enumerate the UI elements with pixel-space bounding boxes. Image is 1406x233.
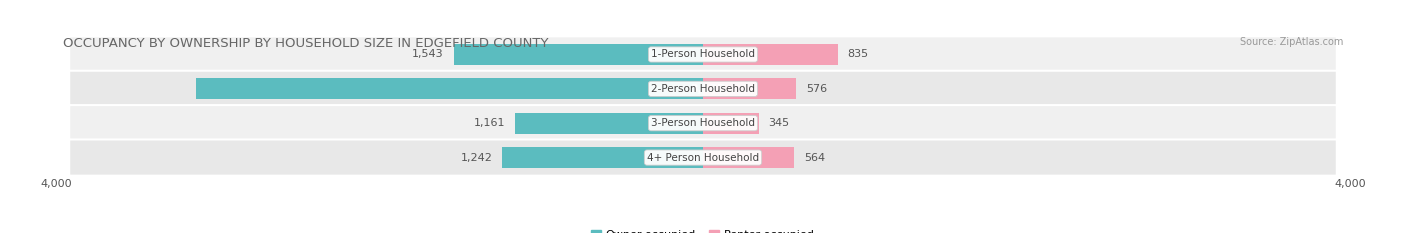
Text: 835: 835 xyxy=(848,49,869,59)
FancyBboxPatch shape xyxy=(69,71,1337,107)
Text: 576: 576 xyxy=(806,84,827,94)
Text: 3,137: 3,137 xyxy=(690,84,725,94)
Text: 1,242: 1,242 xyxy=(461,153,492,163)
Bar xyxy=(703,44,838,65)
Text: OCCUPANCY BY OWNERSHIP BY HOUSEHOLD SIZE IN EDGEFIELD COUNTY: OCCUPANCY BY OWNERSHIP BY HOUSEHOLD SIZE… xyxy=(63,37,548,50)
Bar xyxy=(502,147,703,168)
Bar xyxy=(195,78,703,99)
FancyBboxPatch shape xyxy=(69,105,1337,141)
Text: 1,161: 1,161 xyxy=(474,118,506,128)
Bar xyxy=(703,113,759,134)
Text: 345: 345 xyxy=(769,118,790,128)
FancyBboxPatch shape xyxy=(69,36,1337,72)
Legend: Owner-occupied, Renter-occupied: Owner-occupied, Renter-occupied xyxy=(586,226,820,233)
Bar xyxy=(703,147,794,168)
Bar xyxy=(454,44,703,65)
FancyBboxPatch shape xyxy=(69,140,1337,176)
Text: 3-Person Household: 3-Person Household xyxy=(651,118,755,128)
Text: Source: ZipAtlas.com: Source: ZipAtlas.com xyxy=(1240,37,1343,47)
Text: 2-Person Household: 2-Person Household xyxy=(651,84,755,94)
Text: 1,543: 1,543 xyxy=(412,49,444,59)
Text: 4+ Person Household: 4+ Person Household xyxy=(647,153,759,163)
Bar xyxy=(703,78,796,99)
Text: 1-Person Household: 1-Person Household xyxy=(651,49,755,59)
Text: 564: 564 xyxy=(804,153,825,163)
Bar xyxy=(515,113,703,134)
